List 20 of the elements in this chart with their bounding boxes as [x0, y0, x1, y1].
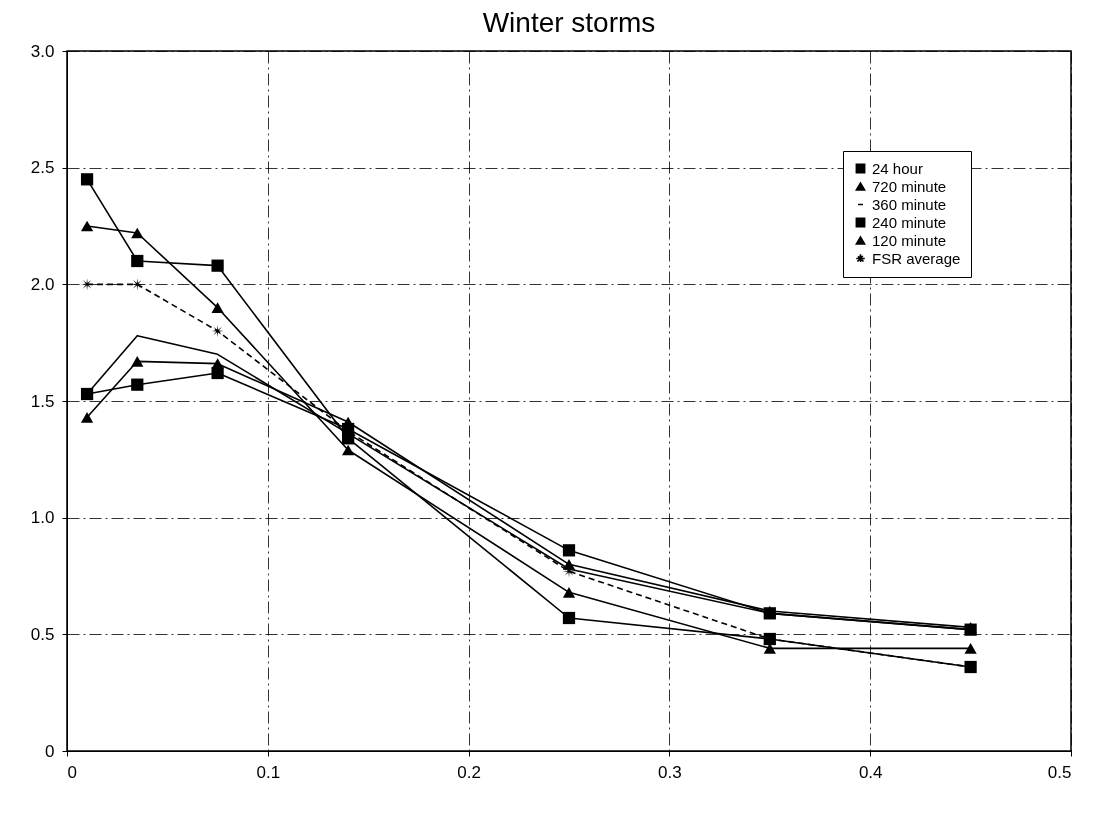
- x-tick-label: 0.1: [256, 762, 281, 782]
- y-tick-label: 2.0: [30, 274, 55, 294]
- y-tick-label: 3.0: [30, 41, 55, 61]
- y-tick-label: 2.5: [30, 158, 55, 178]
- legend-label: 360 minute: [872, 195, 947, 213]
- y-tick-label: 1.0: [30, 508, 55, 528]
- legend-label: 240 minute: [872, 213, 947, 231]
- legend-label: 24 hour: [872, 159, 923, 177]
- x-tick-label: 0.3: [658, 762, 682, 782]
- y-tick-label: 1.5: [30, 391, 55, 411]
- x-tick-label: 0.2: [457, 762, 481, 782]
- legend-label: FSR average: [872, 249, 961, 267]
- x-tick-label: 0.5: [1047, 762, 1072, 782]
- y-tick-label: 0: [45, 741, 55, 761]
- legend-label: 720 minute: [872, 177, 947, 195]
- y-tick-label: 0.5: [30, 624, 55, 644]
- x-tick-label: 0: [67, 762, 77, 782]
- chart-title: Winter storms: [482, 7, 656, 38]
- x-tick-label: 0.4: [858, 762, 883, 782]
- legend-label: 120 minute: [872, 231, 947, 249]
